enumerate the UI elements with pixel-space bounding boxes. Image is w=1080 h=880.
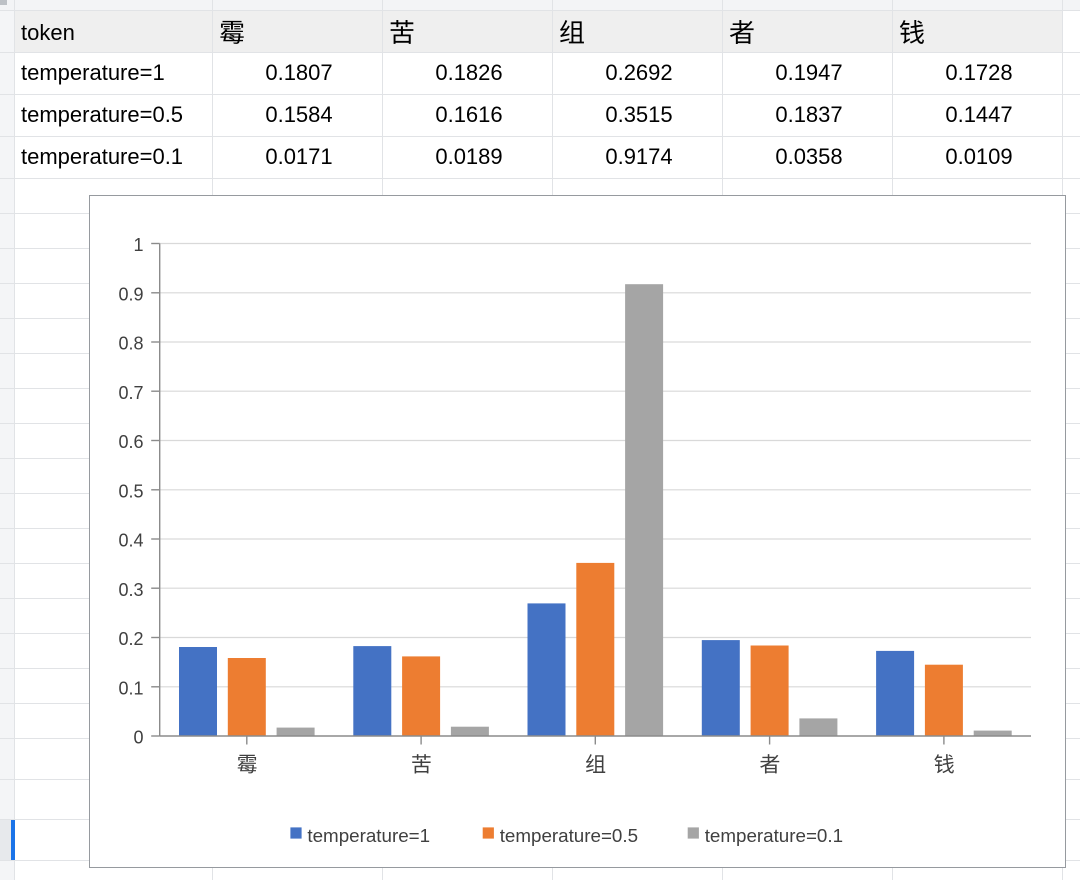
svg-text:temperature=0.5: temperature=0.5: [499, 825, 637, 846]
svg-text:1: 1: [133, 235, 143, 255]
svg-text:0.3: 0.3: [118, 579, 143, 599]
svg-text:0.6: 0.6: [118, 432, 143, 452]
svg-text:0.7: 0.7: [118, 382, 143, 402]
svg-text:temperature=0.1: temperature=0.1: [704, 825, 842, 846]
svg-text:0.8: 0.8: [118, 333, 143, 353]
svg-text:0.4: 0.4: [118, 530, 143, 550]
svg-text:0: 0: [133, 727, 143, 747]
svg-text:temperature=1: temperature=1: [307, 825, 430, 846]
svg-text:0.9: 0.9: [118, 284, 143, 304]
svg-text:0.2: 0.2: [118, 629, 143, 649]
svg-text:0.1: 0.1: [118, 678, 143, 698]
svg-text:0.5: 0.5: [118, 481, 143, 501]
